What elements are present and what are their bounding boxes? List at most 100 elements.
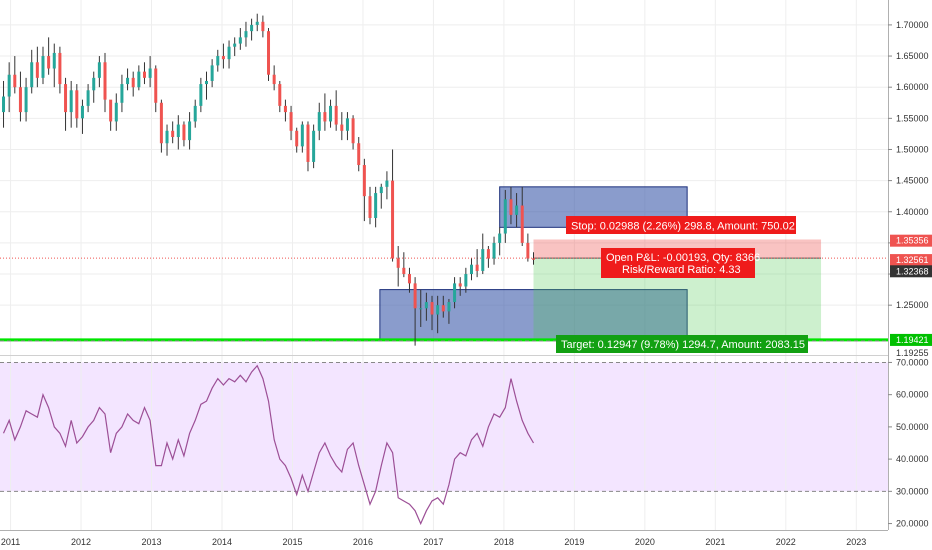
candle-body bbox=[295, 130, 299, 147]
candle-body bbox=[362, 165, 366, 197]
candle-body bbox=[114, 102, 118, 122]
candle-body bbox=[340, 124, 344, 131]
candle-body bbox=[374, 193, 378, 218]
x-tick-label: 2016 bbox=[353, 537, 373, 547]
candle bbox=[323, 93, 327, 131]
candle-body bbox=[52, 52, 56, 69]
candle-body bbox=[80, 105, 84, 119]
candle bbox=[385, 171, 389, 200]
candle bbox=[204, 71, 208, 100]
candle bbox=[464, 267, 468, 293]
candle-body bbox=[137, 71, 141, 88]
candle bbox=[188, 112, 192, 150]
candle-body bbox=[492, 242, 496, 259]
candle bbox=[86, 84, 90, 113]
x-tick-label: 2011 bbox=[1, 537, 20, 547]
candle bbox=[396, 246, 400, 287]
candle bbox=[80, 99, 84, 134]
candle bbox=[351, 115, 355, 150]
candle-body bbox=[272, 74, 276, 85]
candle-body bbox=[75, 90, 79, 119]
candle-body bbox=[176, 124, 180, 138]
candle-body bbox=[18, 87, 22, 113]
candle bbox=[35, 46, 39, 88]
rsi-line bbox=[2, 364, 535, 526]
time-axis[interactable] bbox=[0, 530, 932, 550]
candle-body bbox=[391, 180, 395, 259]
y-tick-label: 1.25000 bbox=[896, 300, 929, 310]
candle-body bbox=[210, 65, 214, 81]
axis-price-tag: 1.32561 bbox=[890, 254, 932, 267]
candle-body bbox=[193, 105, 197, 122]
candle-body bbox=[413, 283, 417, 309]
candle-body bbox=[244, 31, 248, 38]
candle-body bbox=[165, 130, 169, 144]
candle bbox=[126, 68, 130, 91]
candle-body bbox=[526, 242, 530, 259]
candle bbox=[503, 189, 507, 243]
x-tick-label: 2021 bbox=[705, 537, 725, 547]
axis-price-tag: 1.35356 bbox=[890, 234, 932, 247]
candle bbox=[244, 21, 248, 47]
axis-price-tag-text: 1.35356 bbox=[896, 236, 929, 246]
candle-body bbox=[159, 102, 163, 144]
candle-body bbox=[35, 62, 39, 78]
axis-price-tag-bg bbox=[890, 234, 932, 247]
axis-price-tag-bg bbox=[890, 346, 932, 359]
x-tick-label: 2019 bbox=[564, 537, 584, 547]
candle bbox=[137, 65, 141, 91]
candle bbox=[424, 292, 428, 321]
candle-body bbox=[221, 56, 225, 60]
axis-price-tag: 1.32368 bbox=[890, 265, 932, 278]
candle-body bbox=[30, 62, 34, 88]
candle-body bbox=[233, 43, 237, 47]
candle bbox=[171, 121, 175, 144]
candle bbox=[255, 13, 259, 32]
candle-body bbox=[424, 302, 428, 309]
candle bbox=[492, 236, 496, 265]
candle-body bbox=[436, 305, 440, 315]
candle-body bbox=[92, 77, 96, 91]
candle bbox=[407, 267, 411, 293]
candle bbox=[283, 99, 287, 122]
candle bbox=[345, 112, 349, 141]
axis-price-tag-text: 1.19255 bbox=[896, 348, 929, 358]
candle bbox=[486, 246, 490, 268]
candle-body bbox=[486, 249, 490, 259]
y-tick-label: 1.60000 bbox=[896, 82, 929, 92]
candle bbox=[131, 71, 135, 97]
candle bbox=[24, 77, 28, 122]
candle bbox=[193, 99, 197, 128]
candle bbox=[159, 99, 163, 153]
candle-body bbox=[154, 68, 158, 103]
candle-body bbox=[520, 205, 524, 243]
candle bbox=[97, 56, 101, 88]
axis-price-tag: 1.19421 bbox=[890, 333, 932, 346]
candle bbox=[357, 137, 361, 172]
candle-body bbox=[261, 21, 265, 32]
candle bbox=[441, 295, 445, 318]
candle-body bbox=[13, 74, 17, 88]
axis-price-tag: 1.19255 bbox=[890, 346, 932, 359]
candle bbox=[532, 252, 536, 265]
candle bbox=[41, 46, 45, 85]
candle-body bbox=[97, 62, 101, 78]
candle bbox=[334, 90, 338, 131]
stop-label-text: Stop: 0.02988 (2.26%) 298.8, Amount: 750… bbox=[571, 221, 795, 233]
candle-body bbox=[368, 196, 372, 218]
rsi-tick-label: 40.0000 bbox=[896, 454, 929, 464]
y-tick-label: 1.50000 bbox=[896, 144, 929, 154]
candle bbox=[520, 186, 524, 247]
candle bbox=[2, 80, 6, 128]
candle bbox=[312, 124, 316, 169]
rsi-axis-ticks: 20.0000 30.0000 40.0000 50.0000 60.0000 70.00… bbox=[888, 357, 929, 529]
candle-body bbox=[385, 180, 389, 187]
rsi-series bbox=[2, 364, 535, 526]
candle bbox=[481, 233, 485, 275]
candle bbox=[30, 49, 34, 94]
candle bbox=[261, 15, 265, 38]
x-tick-label: 2013 bbox=[142, 537, 162, 547]
x-tick-label: 2018 bbox=[494, 537, 514, 547]
